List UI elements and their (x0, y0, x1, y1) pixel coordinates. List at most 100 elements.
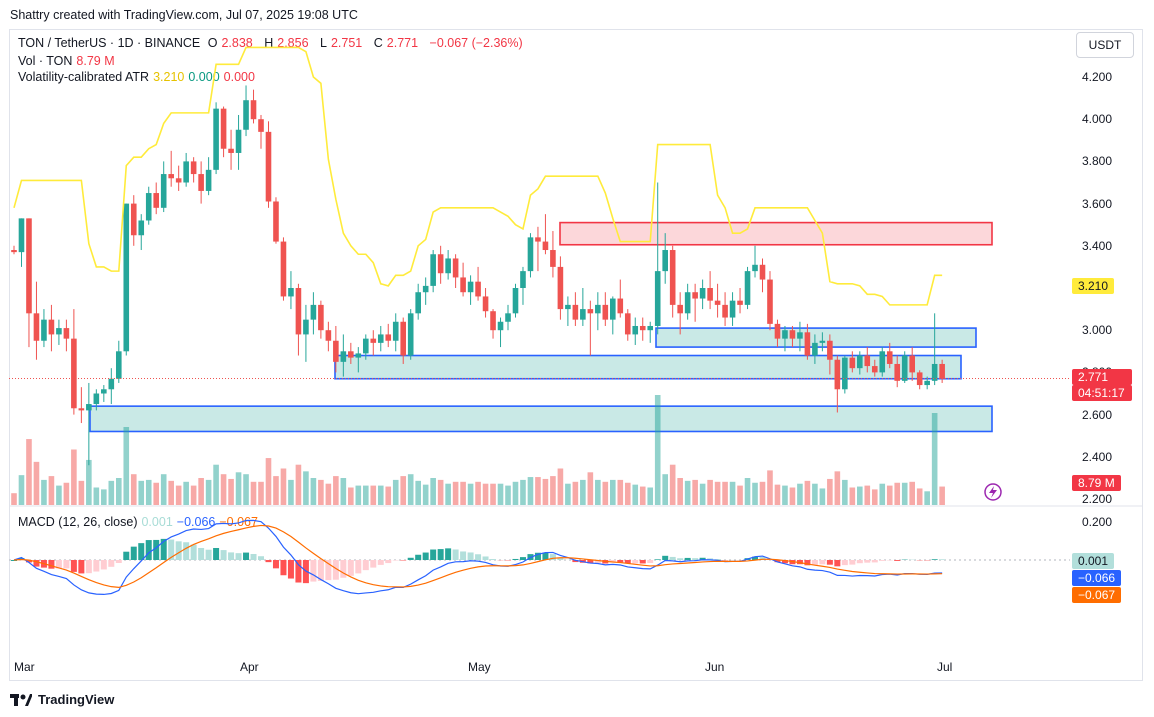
macd-histogram-bar (287, 560, 294, 579)
candle-body (86, 404, 92, 411)
volume-bar (639, 486, 646, 505)
candle-body (572, 304, 579, 320)
volume-bar (857, 486, 863, 505)
candle-body (243, 100, 249, 130)
macd-histogram-bar (834, 560, 841, 567)
candle-body (198, 174, 204, 191)
volume-bar (318, 479, 324, 505)
volume-bar (220, 474, 227, 505)
volume-bar (86, 459, 92, 505)
candle-body (318, 304, 324, 331)
volume-bar (939, 486, 945, 505)
macd-line-tag: −0.066 (1072, 570, 1122, 586)
volume-bar (542, 478, 549, 505)
candle-body (437, 254, 444, 274)
lightning-icon (989, 486, 997, 498)
candle-body (265, 131, 272, 202)
candle-body (939, 363, 945, 379)
volume-bar (722, 481, 728, 505)
candle-body (497, 321, 504, 331)
volume-bar (886, 485, 893, 505)
volume-bar (879, 483, 886, 505)
candle-body (752, 264, 758, 272)
candle-body (595, 304, 601, 314)
candle-body (654, 271, 661, 326)
macd-histogram-bar (752, 556, 759, 560)
macd-histogram-bar (774, 560, 781, 563)
macd-histogram-bar (310, 560, 317, 582)
price-tick: 4.200 (1082, 70, 1113, 84)
macd-histogram-bar (669, 556, 676, 560)
macd-histogram-bar (871, 560, 878, 563)
candle-body (78, 408, 85, 411)
macd-histogram-bar (849, 560, 856, 565)
time-tick: May (468, 660, 491, 674)
volume-bar (557, 468, 564, 505)
atr-line (13, 46, 943, 306)
candle-body (108, 378, 115, 390)
macd-histogram-bar (108, 560, 115, 567)
candle-body (288, 288, 294, 297)
candle-body (48, 319, 55, 335)
candle-body (767, 279, 773, 324)
volume-bar (26, 439, 32, 505)
volume-bar (198, 478, 204, 505)
macd-histogram-bar (183, 542, 190, 560)
volume-bar (916, 488, 923, 505)
candle-body (385, 334, 392, 341)
macd-histogram-bar (198, 547, 205, 560)
macd-histogram-bar (557, 557, 564, 560)
volume-bar (864, 485, 871, 505)
macd-histogram-bar (512, 558, 519, 560)
candle-body (512, 288, 519, 314)
volume-bar (48, 476, 55, 505)
volume-bar (490, 483, 496, 505)
volume-bar (348, 487, 354, 505)
volume-bar (228, 478, 234, 505)
price-tick: 2.200 (1082, 492, 1113, 506)
volume-bar (744, 478, 751, 505)
candle-body (258, 119, 264, 132)
volume-bar (273, 476, 279, 505)
macd-histogram-bar (490, 559, 497, 560)
volume-bar (565, 483, 571, 505)
candle-body (527, 237, 534, 272)
candle-body (505, 313, 511, 322)
volume-bar (310, 478, 317, 505)
atr-tag: 3.210 (1072, 278, 1115, 294)
candle-body (610, 298, 616, 320)
price-tick: 2.600 (1082, 407, 1113, 422)
volume-bar (123, 427, 130, 505)
candle-body (460, 277, 466, 293)
open-label: O 2.838 (207, 36, 253, 50)
volume-bar (901, 482, 908, 505)
macd-histogram-bar (632, 560, 639, 564)
candle-body (782, 330, 788, 339)
macd-histogram-bar (475, 554, 482, 560)
candle-body (542, 241, 549, 251)
macd-histogram-bar (377, 560, 384, 565)
price-tick: 3.600 (1082, 196, 1113, 211)
volume-bar (759, 481, 766, 505)
macd-histogram-bar (864, 560, 871, 563)
candle-body (624, 313, 631, 335)
candle-body (565, 304, 571, 310)
candle-body (250, 100, 257, 120)
macd-histogram-bar (826, 560, 833, 565)
currency-button[interactable]: USDT (1076, 32, 1134, 58)
candle-body (714, 300, 721, 305)
candle-body (894, 363, 901, 381)
macd-histogram-bar (684, 557, 691, 560)
candle-body (235, 129, 242, 153)
macd-histogram-bar (295, 560, 302, 583)
resistance-zone (559, 221, 993, 246)
volume-bar (654, 395, 661, 505)
candle-body (490, 311, 496, 331)
volume-bar (18, 475, 25, 505)
candle-body (669, 250, 676, 305)
macd-histogram-bar (33, 560, 40, 567)
countdown-tag: 04:51:17 (1072, 385, 1132, 401)
candle-body (864, 355, 871, 367)
volume-bar (452, 481, 459, 505)
volume-bar (752, 482, 758, 505)
